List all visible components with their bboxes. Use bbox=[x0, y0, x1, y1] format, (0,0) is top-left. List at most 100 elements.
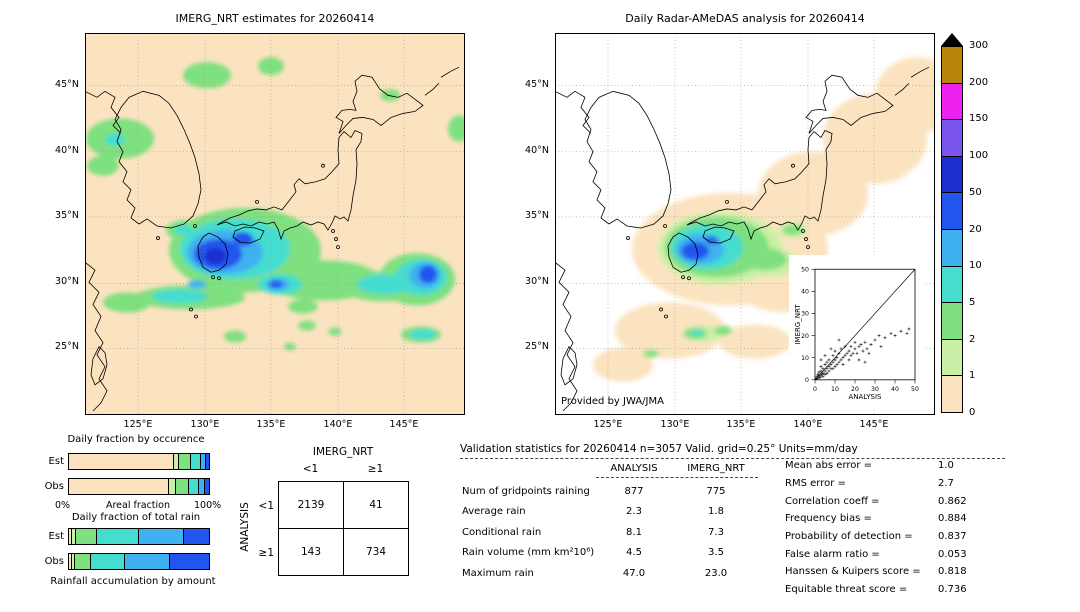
colorbar-segment bbox=[942, 302, 962, 339]
inset-x-tick: 10 bbox=[831, 386, 839, 393]
est-label: Est bbox=[48, 456, 64, 467]
validation-col-header: ANALYSIS bbox=[610, 463, 658, 474]
bar-segment bbox=[168, 479, 176, 494]
rainfall-accumulation-caption: Rainfall accumulation by amount bbox=[50, 576, 216, 587]
lon-tick-label: 140°E bbox=[793, 419, 823, 430]
contingency-col-label: <1 bbox=[302, 463, 319, 475]
lat-tick-label: 35°N bbox=[525, 210, 549, 221]
bar-segment bbox=[69, 529, 72, 544]
lat-tick-label: 30°N bbox=[55, 276, 79, 287]
score-value: 0.053 bbox=[938, 549, 967, 560]
precip-blob bbox=[284, 342, 296, 351]
lon-tick-label: 140°E bbox=[323, 419, 353, 430]
score-value: 0.837 bbox=[938, 531, 967, 542]
total-rain-title: Daily fraction of total rain bbox=[71, 512, 201, 523]
lat-tick-label: 45°N bbox=[525, 79, 549, 90]
score-value: 0.862 bbox=[938, 496, 967, 507]
stat-label: Maximum rain bbox=[462, 568, 534, 579]
precip-blob bbox=[419, 265, 437, 284]
occurrence-obs-bar bbox=[68, 478, 210, 495]
score-value: 2.7 bbox=[938, 478, 954, 489]
contingency-table: 2139 41 143 734 bbox=[278, 481, 409, 576]
colorbar-segment bbox=[942, 265, 962, 303]
bar-segment bbox=[71, 554, 75, 569]
stat-label: Conditional rain bbox=[462, 527, 542, 538]
precip-blob bbox=[224, 330, 246, 343]
bar-segment bbox=[183, 529, 209, 544]
bar-segment bbox=[188, 479, 200, 494]
bar-segment bbox=[71, 529, 76, 544]
lon-tick-label: 125°E bbox=[593, 419, 623, 430]
lon-tick-label: 130°E bbox=[190, 419, 220, 430]
stat-value: 4.5 bbox=[626, 547, 642, 558]
bar-segment bbox=[173, 454, 180, 469]
colorbar-segment bbox=[942, 155, 962, 193]
colorbar-segment bbox=[942, 338, 962, 376]
inset-x-tick: 20 bbox=[851, 386, 859, 393]
precip-blob bbox=[288, 299, 318, 314]
areal-fraction-min: 0% bbox=[55, 500, 71, 511]
obs-label: Obs bbox=[44, 556, 64, 567]
precip-blob bbox=[719, 324, 791, 359]
bar-segment bbox=[206, 454, 209, 469]
bar-segment bbox=[179, 454, 191, 469]
score-label: False alarm ratio = bbox=[785, 549, 880, 560]
divider bbox=[460, 458, 1005, 459]
bar-segment bbox=[200, 454, 207, 469]
colorbar-tick-label: 50 bbox=[969, 186, 982, 198]
precip-blob bbox=[152, 289, 208, 304]
colorbar-tick-label: 5 bbox=[969, 296, 976, 308]
contingency-cell: 41 bbox=[343, 481, 409, 529]
precip-blob bbox=[758, 151, 868, 237]
inset-x-tick: 40 bbox=[891, 386, 899, 393]
total-rain-est-bar bbox=[68, 528, 210, 545]
scatter-points bbox=[814, 327, 911, 381]
precip-blob bbox=[783, 225, 803, 236]
stat-value: 1.8 bbox=[708, 506, 724, 517]
stat-label: Rain volume (mm km²10⁶) bbox=[462, 547, 595, 558]
score-label: Probability of detection = bbox=[785, 531, 913, 542]
map-gridlines bbox=[555, 33, 935, 415]
precip-blob bbox=[87, 155, 119, 176]
inset-x-tick: 0 bbox=[813, 386, 817, 393]
occurrence-est-bar bbox=[68, 453, 210, 470]
precip-blob bbox=[615, 302, 725, 359]
one-to-one-line bbox=[814, 269, 916, 381]
score-label: Mean abs error = bbox=[785, 460, 873, 471]
colorbar-segment bbox=[942, 375, 962, 412]
precip-blob bbox=[593, 347, 653, 382]
inset-y-tick: 0 bbox=[805, 377, 809, 384]
bar-segment bbox=[96, 529, 139, 544]
precip-blob bbox=[706, 236, 718, 245]
contingency-cell: 143 bbox=[278, 528, 344, 576]
lat-tick-label: 25°N bbox=[55, 341, 79, 352]
colorbar-segment bbox=[942, 119, 962, 156]
stat-value: 2.3 bbox=[626, 506, 642, 517]
precip-blob bbox=[105, 133, 125, 146]
stat-label: Num of gridpoints raining bbox=[462, 486, 590, 497]
precip-blob bbox=[448, 115, 465, 142]
score-value: 0.818 bbox=[938, 566, 967, 577]
colorbar-scale bbox=[941, 46, 963, 413]
precip-blob bbox=[643, 349, 659, 358]
colorbar-over-range-arrow bbox=[941, 33, 963, 46]
precip-blob bbox=[681, 242, 709, 261]
lat-tick-label: 35°N bbox=[55, 210, 79, 221]
score-label: Frequency bias = bbox=[785, 513, 872, 524]
lat-tick-label: 25°N bbox=[525, 341, 549, 352]
areal-fraction-max: 100% bbox=[194, 500, 222, 511]
precip-blob bbox=[204, 248, 226, 265]
colorbar: 300 200 150 100 50 20 10 5 2 1 0 bbox=[941, 33, 1061, 418]
colorbar-tick-label: 20 bbox=[969, 223, 982, 235]
inset-x-tick: 50 bbox=[911, 386, 919, 393]
precip-blob bbox=[269, 280, 283, 289]
precip-blob bbox=[743, 248, 787, 271]
precip-blob bbox=[174, 225, 192, 236]
precip-blob bbox=[328, 327, 342, 336]
score-label: Correlation coeff = bbox=[785, 496, 880, 507]
score-value: 1.0 bbox=[938, 460, 954, 471]
stat-value: 8.1 bbox=[626, 527, 642, 538]
inset-xlabel: ANALYSIS bbox=[849, 392, 882, 401]
stat-value: 7.3 bbox=[708, 527, 724, 538]
lat-tick-label: 40°N bbox=[525, 145, 549, 156]
